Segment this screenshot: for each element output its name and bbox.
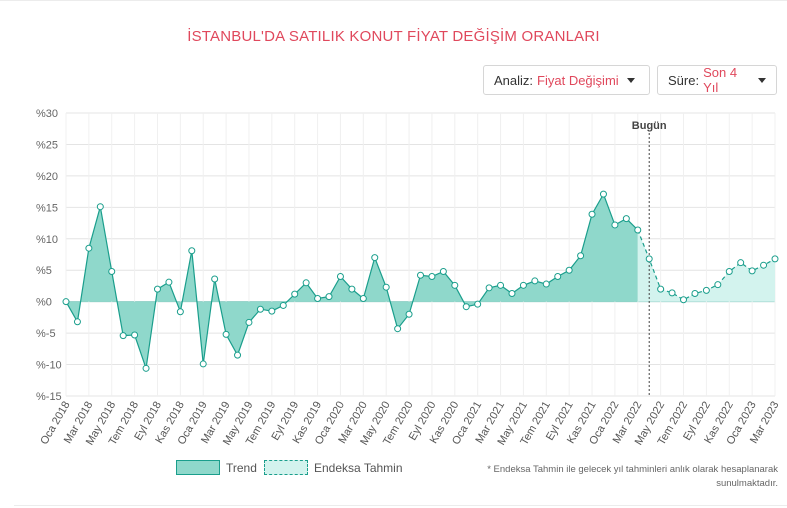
trend-point — [188, 247, 196, 255]
trend-point — [348, 285, 356, 293]
trend-point — [62, 298, 70, 306]
trend-point — [245, 318, 253, 326]
y-tick-label: %30 — [36, 108, 58, 120]
trend-point — [359, 295, 367, 303]
y-tick-label: %15 — [36, 202, 58, 214]
trend-point — [256, 305, 264, 313]
analiz-dropdown[interactable]: Analiz: Fiyat Değişimi — [483, 65, 650, 95]
trend-point — [599, 190, 607, 198]
sure-dropdown[interactable]: Süre: Son 4 Yıl — [657, 65, 777, 95]
forecast-point — [691, 289, 699, 297]
forecast-point — [748, 267, 756, 275]
forecast-point — [668, 289, 676, 297]
trend-point — [497, 281, 505, 289]
forecast-point — [725, 267, 733, 275]
analiz-dropdown-label: Analiz: — [494, 72, 534, 88]
trend-point — [542, 280, 550, 288]
top-divider — [0, 0, 787, 1]
y-tick-label: %10 — [36, 234, 58, 246]
trend-point — [439, 267, 447, 275]
y-tick-label: %-15 — [36, 391, 62, 403]
legend-tahmin-swatch — [264, 460, 308, 475]
trend-point — [417, 271, 424, 279]
trend-point — [382, 283, 390, 291]
bottom-divider — [14, 505, 787, 506]
trend-point — [119, 332, 127, 340]
trend-point — [634, 226, 642, 234]
trend-point — [519, 281, 527, 289]
trend-point — [165, 278, 173, 286]
forecast-point — [771, 255, 779, 263]
trend-point — [199, 360, 207, 368]
y-tick-label: %0 — [36, 297, 52, 309]
trend-point — [428, 273, 436, 281]
trend-point — [485, 284, 493, 292]
trend-point — [234, 351, 242, 359]
sure-dropdown-label: Süre: — [668, 72, 700, 88]
trend-point — [291, 290, 299, 298]
trend-point — [85, 244, 93, 252]
y-tick-label: %20 — [36, 171, 58, 183]
trend-point — [588, 210, 596, 218]
trend-point — [131, 331, 139, 339]
trend-point — [176, 308, 184, 316]
y-tick-label: %25 — [36, 139, 58, 151]
trend-point — [108, 267, 116, 275]
y-tick-label: %5 — [36, 265, 52, 277]
forecast-point — [680, 296, 688, 304]
forecast-point — [657, 285, 665, 293]
trend-point — [153, 285, 161, 293]
trend-point — [96, 203, 104, 211]
trend-point — [325, 293, 333, 301]
sure-dropdown-value: Son 4 Yıl — [703, 65, 738, 95]
caret-down-icon — [758, 77, 766, 83]
legend-tahmin[interactable]: Endeksa Tahmin — [264, 460, 403, 475]
legend-trend-label: Trend — [226, 460, 257, 475]
trend-point — [565, 266, 573, 274]
legend-tahmin-label: Endeksa Tahmin — [314, 460, 403, 475]
caret-down-icon — [626, 77, 635, 83]
trend-point — [211, 275, 219, 283]
trend-point — [405, 310, 413, 318]
forecast-point — [760, 261, 768, 269]
forecast-point — [714, 281, 722, 289]
legend-trend-swatch — [176, 460, 220, 475]
trend-point — [73, 318, 81, 326]
footnote-line-1: * Endeksa Tahmin ile gelecek yıl tahminl… — [487, 464, 778, 475]
trend-point — [462, 303, 470, 311]
trend-point — [268, 307, 276, 315]
forecast-point — [702, 286, 710, 294]
footnote: * Endeksa Tahmin ile gelecek yıl tahminl… — [430, 463, 778, 491]
trend-area — [66, 194, 638, 369]
trend-point — [577, 252, 585, 260]
trend-point — [622, 215, 630, 223]
forecast-area — [637, 229, 775, 302]
trend-point — [508, 289, 516, 297]
trend-point — [222, 330, 230, 338]
y-tick-label: %-10 — [36, 360, 62, 372]
chart-title: İSTANBUL'DA SATILIK KONUT FİYAT DEĞİŞİM … — [187, 28, 600, 45]
analiz-dropdown-value: Fiyat Değişimi — [537, 72, 619, 88]
trend-point — [336, 273, 344, 281]
today-label: Bugün — [632, 120, 667, 132]
trend-point — [394, 325, 402, 333]
legend-trend[interactable]: Trend — [176, 460, 257, 475]
trend-point — [531, 277, 539, 285]
forecast-point — [737, 259, 745, 267]
y-tick-label: %-5 — [36, 328, 56, 340]
footnote-line-2: sunulmaktadır. — [716, 478, 778, 489]
trend-point — [474, 300, 482, 308]
trend-point — [302, 279, 310, 287]
trend-point — [451, 281, 459, 289]
trend-point — [554, 273, 562, 281]
trend-point — [371, 254, 379, 262]
trend-point — [142, 364, 150, 372]
trend-point — [611, 221, 619, 229]
trend-point — [314, 295, 322, 303]
forecast-point — [645, 255, 653, 263]
trend-point — [279, 301, 287, 309]
